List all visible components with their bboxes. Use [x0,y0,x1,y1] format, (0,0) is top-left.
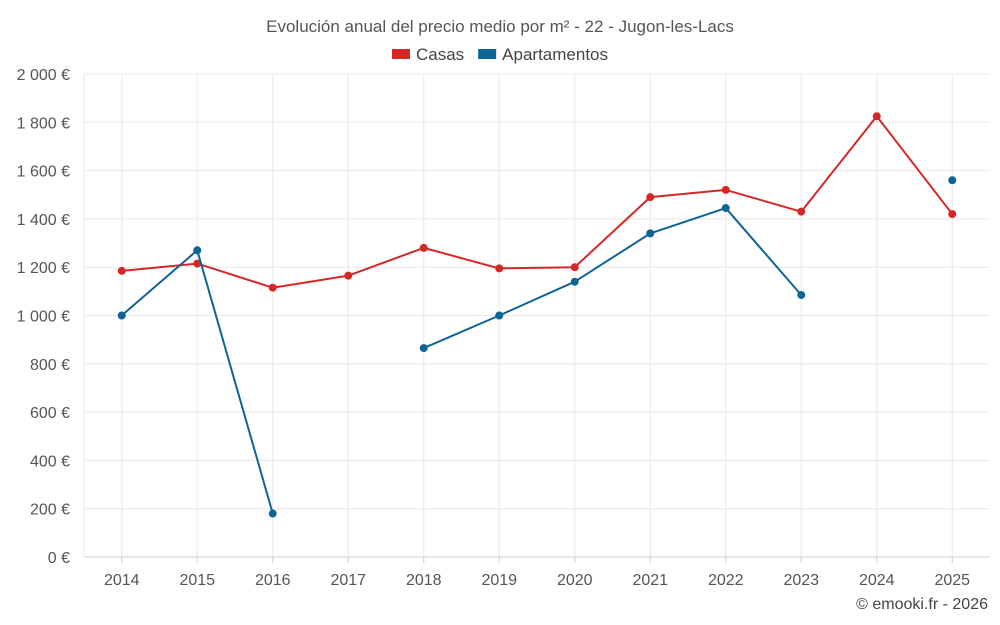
data-point[interactable] [570,263,579,272]
x-tick-label: 2024 [859,572,895,589]
data-point[interactable] [495,264,504,273]
x-tick-label: 2025 [934,572,970,589]
axes: 0 € 200 € 400 € 600 € 800 € 1 000 € 1 200 € 1 4… [17,67,990,589]
data-point[interactable] [268,283,277,292]
legend-swatch [391,49,410,59]
data-point[interactable] [117,311,126,320]
x-tick-label: 2015 [179,572,215,589]
credit-text: © emooki.fr - 2026 [856,596,988,613]
series-apartamentos [117,176,957,518]
data-point[interactable] [721,204,730,213]
legend-item-casas[interactable]: Casas [391,45,464,64]
legend-label: Casas [416,45,464,64]
data-point[interactable] [797,290,806,299]
data-point[interactable] [193,259,202,268]
data-point[interactable] [646,193,655,202]
data-point[interactable] [948,210,957,219]
legend-item-apartamentos[interactable]: Apartamentos [478,45,608,64]
y-tick-label: 1 000 € [17,309,70,326]
y-tick-label: 1 600 € [17,164,70,181]
data-point[interactable] [646,229,655,238]
y-tick-label: 1 200 € [17,260,70,277]
x-tick-label: 2014 [104,572,140,589]
x-tick-label: 2018 [406,572,442,589]
x-tick-label: 2019 [481,572,517,589]
series-line [121,115,954,289]
grid [83,73,990,557]
data-point[interactable] [419,344,428,353]
x-tick-label: 2021 [632,572,668,589]
data-point[interactable] [268,509,277,518]
y-tick-label: 1 800 € [17,115,70,132]
legend-label: Apartamentos [502,45,608,64]
data-point[interactable] [797,207,806,216]
chart-title: Evolución anual del precio medio por m² … [266,17,734,36]
x-tick-label: 2017 [330,572,366,589]
y-tick-label: 0 € [48,550,70,567]
x-tick-label: 2020 [557,572,593,589]
data-point[interactable] [117,266,126,275]
data-point[interactable] [344,271,353,280]
data-point[interactable] [721,185,730,194]
data-point[interactable] [419,243,428,252]
x-tick-label: 2016 [255,572,291,589]
data-point[interactable] [495,311,504,320]
y-tick-label: 400 € [30,453,70,470]
data-point[interactable] [193,246,202,255]
y-tick-label: 800 € [30,357,70,374]
y-tick-label: 2 000 € [17,67,70,84]
y-tick-label: 200 € [30,502,70,519]
data-point[interactable] [570,277,579,286]
legend[interactable]: Casas Apartamentos [391,45,608,64]
series-casas [117,112,957,292]
legend-swatch [478,49,497,59]
x-tick-label: 2022 [708,572,744,589]
series-layer [117,112,957,518]
y-tick-label: 600 € [30,405,70,422]
data-point[interactable] [872,112,881,121]
y-tick-label: 1 400 € [17,212,70,229]
x-tick-label: 2023 [783,572,819,589]
series-line [423,207,803,350]
data-point[interactable] [948,176,957,185]
